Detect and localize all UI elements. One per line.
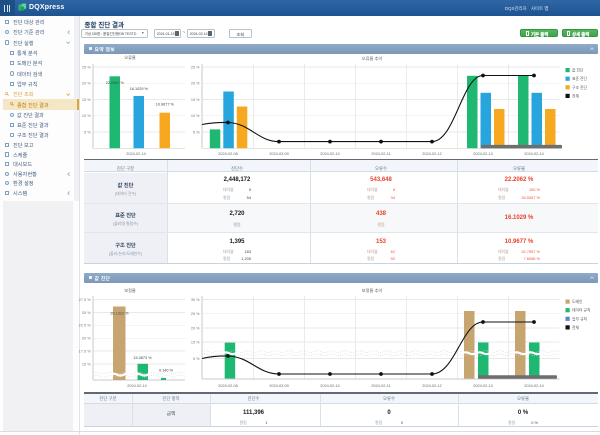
svg-text:20 %: 20 % <box>82 82 91 86</box>
svg-text:2024-02-11: 2024-02-11 <box>371 384 390 388</box>
svg-text:2024-02-14: 2024-02-14 <box>127 384 146 388</box>
svg-text:25 %: 25 % <box>82 65 91 69</box>
svg-text:20 %: 20 % <box>191 326 200 330</box>
svg-text:25 %: 25 % <box>82 311 91 315</box>
svg-text:2024-02-13: 2024-02-13 <box>473 152 492 156</box>
svg-text:2024-02-09: 2024-02-09 <box>269 384 288 388</box>
svg-text:15 %: 15 % <box>191 98 200 102</box>
svg-text:0.140 %: 0.140 % <box>159 369 174 373</box>
svg-text:2024-02-14: 2024-02-14 <box>126 152 145 156</box>
svg-text:15.0873 %: 15.0873 % <box>133 356 152 360</box>
svg-text:표준 진단: 표준 진단 <box>572 76 588 81</box>
svg-text:5 %: 5 % <box>193 357 200 361</box>
svg-text:데이터 규칙: 데이터 규칙 <box>572 308 591 313</box>
svg-text:2024-02-12: 2024-02-12 <box>422 384 441 388</box>
svg-text:15 %: 15 % <box>82 362 91 366</box>
svg-text:2024-02-08: 2024-02-08 <box>218 152 237 156</box>
svg-text:15 %: 15 % <box>82 98 91 102</box>
svg-text:오류율 추이: 오류율 추이 <box>362 55 383 62</box>
svg-text:2024-02-09: 2024-02-09 <box>269 152 288 156</box>
svg-text:2024-02-12: 2024-02-12 <box>422 152 441 156</box>
svg-text:2024-02-11: 2024-02-11 <box>371 152 390 156</box>
svg-text:25 %: 25 % <box>191 312 200 316</box>
svg-text:전체: 전체 <box>572 325 579 330</box>
svg-text:27.5 %: 27.5 % <box>79 298 91 302</box>
svg-text:10.9677 %: 10.9677 % <box>156 102 175 106</box>
svg-text:보정율 추이: 보정율 추이 <box>362 287 383 294</box>
svg-text:20 %: 20 % <box>191 82 200 86</box>
svg-text:22.5 %: 22.5 % <box>79 324 91 328</box>
svg-text:2024-02-10: 2024-02-10 <box>320 152 339 156</box>
svg-text:도메인: 도메인 <box>572 299 583 304</box>
svg-text:17.5 %: 17.5 % <box>79 350 91 354</box>
svg-text:2024-02-08: 2024-02-08 <box>218 384 237 388</box>
svg-text:5 %: 5 % <box>84 130 91 134</box>
svg-text:전체: 전체 <box>572 93 579 98</box>
svg-text:업무 규칙: 업무 규칙 <box>572 316 587 321</box>
svg-text:2024-02-14: 2024-02-14 <box>524 152 543 156</box>
svg-text:15 %: 15 % <box>191 341 200 345</box>
svg-text:구조 진단: 구조 진단 <box>572 85 588 90</box>
svg-text:값 진단: 값 진단 <box>572 68 584 73</box>
svg-text:2024-02-14: 2024-02-14 <box>524 384 543 388</box>
svg-text:오류율: 오류율 <box>124 55 136 61</box>
svg-text:16.1029 %: 16.1029 % <box>130 87 149 91</box>
svg-text:2024-02-13: 2024-02-13 <box>473 384 492 388</box>
svg-text:보정율: 보정율 <box>124 287 136 293</box>
svg-text:2024-02-10: 2024-02-10 <box>320 384 339 388</box>
svg-text:22.2062 %: 22.2062 % <box>106 81 125 85</box>
svg-text:26.1312 %: 26.1312 % <box>110 312 129 316</box>
svg-text:10 %: 10 % <box>191 114 200 118</box>
svg-text:25 %: 25 % <box>191 65 200 69</box>
svg-text:20 %: 20 % <box>82 337 91 341</box>
svg-text:5 %: 5 % <box>193 130 200 134</box>
svg-text:10 %: 10 % <box>82 114 91 118</box>
svg-text:30 %: 30 % <box>191 298 200 302</box>
